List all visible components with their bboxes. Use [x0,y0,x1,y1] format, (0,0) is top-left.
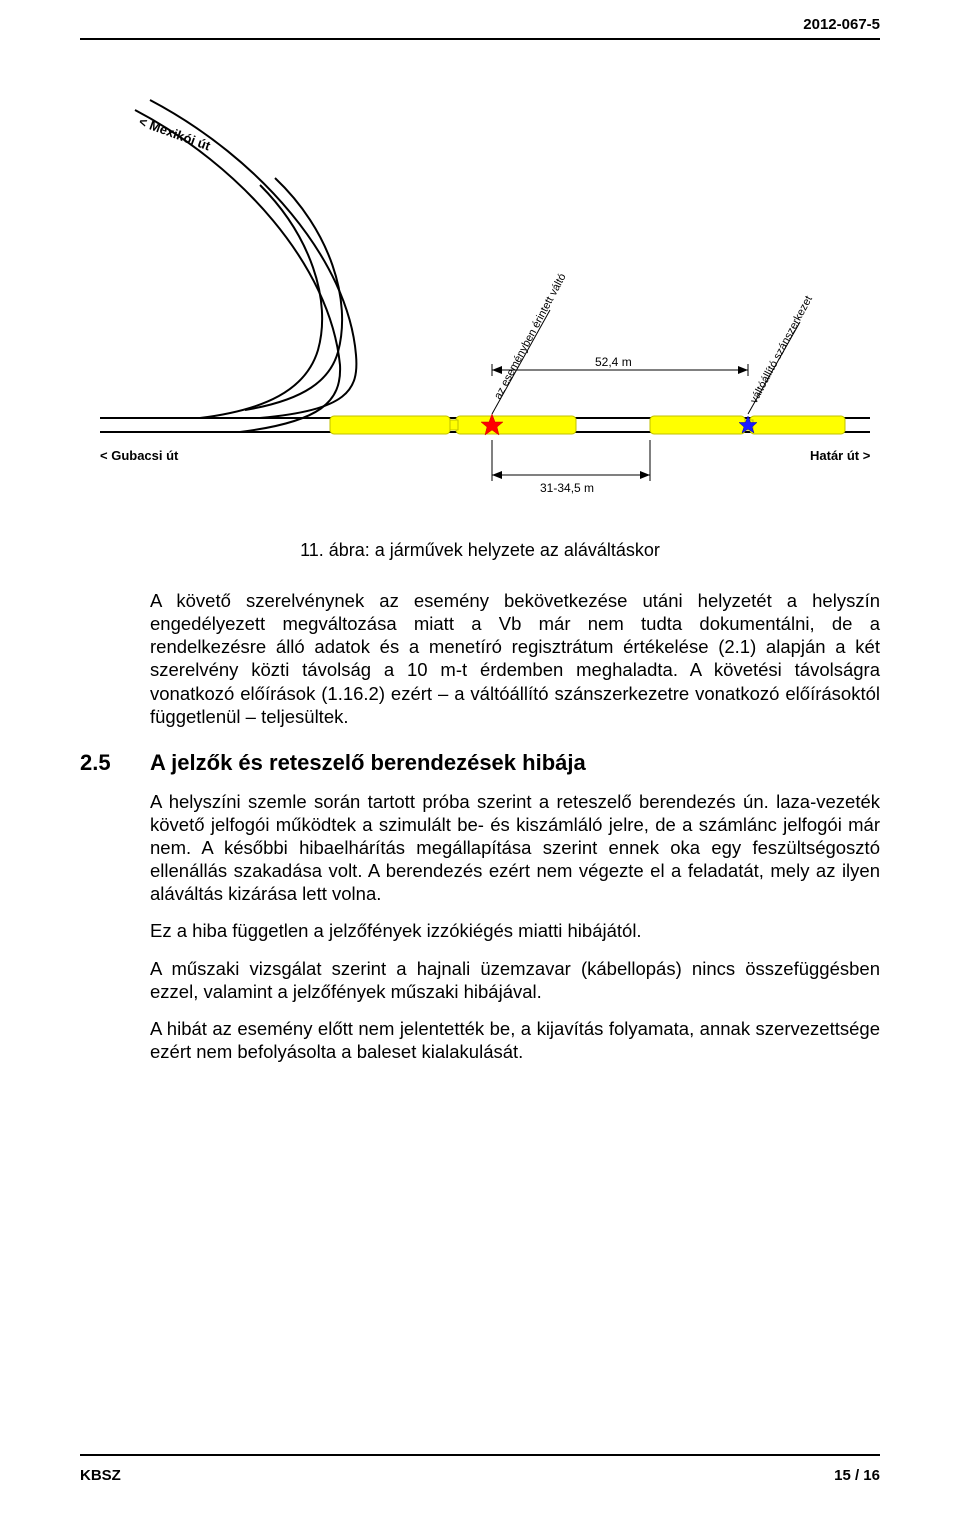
track-diagram: < Mexikói út < Gubacsi út Határ út > [80,70,880,510]
section-heading: 2.5 A jelzők és reteszelő berendezések h… [80,750,880,776]
section-title: A jelzők és reteszelő berendezések hibáj… [150,750,586,776]
label-dim-mid: 52,4 m [595,355,632,369]
section-p2: Ez a hiba független a jelzőfények izzóki… [150,919,880,942]
header-rule [80,38,880,40]
figure-caption: 11. ábra: a járművek helyzete az alávált… [80,540,880,561]
document-page: 2012-067-5 < Mexikói út < Gubacsi út Hat… [0,0,960,1514]
footer-rule [80,1454,880,1456]
section-body: A helyszíni szemle során tartott próba s… [150,790,880,1063]
paragraph-1: A követő szerelvénynek az esemény beköve… [150,589,880,728]
label-rot2: váltóállító szánszerkezet [748,294,815,405]
section-p1: A helyszíni szemle során tartott próba s… [150,790,880,906]
section-number: 2.5 [80,750,150,776]
label-rot1: az eseményben érintett váltó [492,272,569,402]
figure-container: < Mexikói út < Gubacsi út Határ út > [80,0,880,561]
curve-rail-outer [100,110,340,432]
label-right: Határ út > [810,448,871,463]
curve-branch-b [245,178,342,410]
curve-rail-outer-b [100,100,356,418]
dim-bottom: 31-34,5 m [492,440,650,495]
footer-right: 15 / 16 [834,1467,880,1484]
label-left: < Gubacsi út [100,448,179,463]
page-footer: KBSZ 15 / 16 [80,1467,880,1484]
doc-number: 2012-067-5 [803,16,880,33]
label-dim-bottom: 31-34,5 m [540,481,594,495]
body-after-figure: A követő szerelvénynek az esemény beköve… [150,589,880,728]
curve-branch-a [200,185,322,418]
dim-mid: 52,4 m [492,355,748,376]
section-p4: A hibát az esemény előtt nem jelentették… [150,1017,880,1063]
section-p3: A műszaki vizsgálat szerint a hajnali üz… [150,957,880,1003]
footer-left: KBSZ [80,1467,121,1484]
